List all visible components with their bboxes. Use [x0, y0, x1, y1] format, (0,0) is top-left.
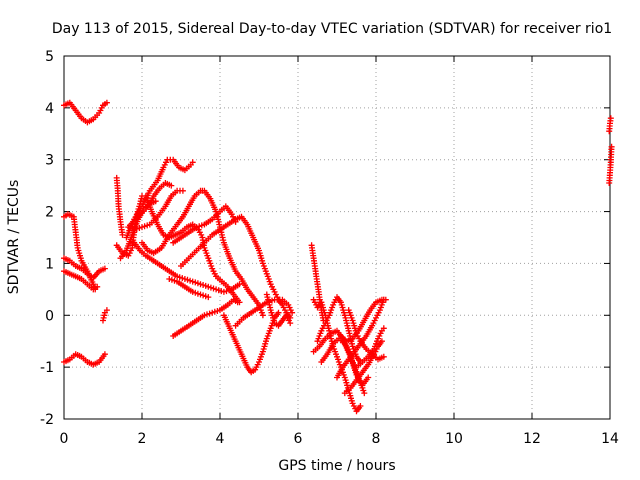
y-tick-label: -2 [40, 412, 54, 428]
data-point [236, 281, 243, 288]
y-tick-label: -1 [40, 360, 54, 376]
data-point [101, 265, 108, 272]
x-tick-label: 8 [372, 431, 381, 447]
chart-title: Day 113 of 2015, Sidereal Day-to-day VTE… [52, 21, 612, 37]
data-points [61, 99, 615, 415]
data-point [259, 312, 266, 319]
data-point [608, 143, 615, 150]
y-tick-label: 0 [45, 308, 54, 324]
data-point [275, 309, 282, 316]
x-tick-label: 10 [445, 431, 463, 447]
data-point [103, 99, 110, 106]
data-point [287, 320, 294, 327]
y-tick-label: 1 [45, 256, 54, 272]
x-tick-label: 0 [60, 431, 69, 447]
x-tick-label: 14 [601, 431, 619, 447]
y-tick-label: 2 [45, 205, 54, 221]
data-point [607, 115, 614, 122]
y-tick-label: 3 [45, 153, 54, 169]
y-axis: -2 -1 0 1 2 3 4 5 [40, 49, 610, 428]
x-tick-label: 4 [216, 431, 225, 447]
data-point [103, 307, 110, 314]
data-point [94, 283, 101, 290]
x-axis-label: GPS time / hours [278, 458, 395, 474]
data-point [179, 187, 186, 194]
y-axis-label: SDTVAR / TECUs [6, 180, 22, 295]
plot-frame [63, 55, 611, 420]
x-axis: 0 2 4 6 8 10 12 14 [60, 56, 619, 447]
data-point [234, 299, 241, 306]
data-point [380, 353, 387, 360]
x-tick-label: 12 [523, 431, 541, 447]
data-point [357, 403, 364, 409]
y-tick-label: 4 [45, 101, 54, 117]
data-point [168, 182, 175, 189]
data-point [101, 351, 108, 358]
data-point [205, 294, 212, 301]
data-point [189, 159, 196, 166]
y-tick-label: 5 [45, 49, 54, 65]
data-point [365, 374, 372, 381]
grid-lines [64, 56, 610, 419]
data-point [380, 325, 387, 332]
data-point [382, 296, 389, 303]
data-point [289, 309, 296, 316]
data-point [361, 390, 368, 397]
data-point [152, 198, 159, 205]
x-tick-label: 6 [294, 431, 303, 447]
x-tick-label: 2 [138, 431, 147, 447]
